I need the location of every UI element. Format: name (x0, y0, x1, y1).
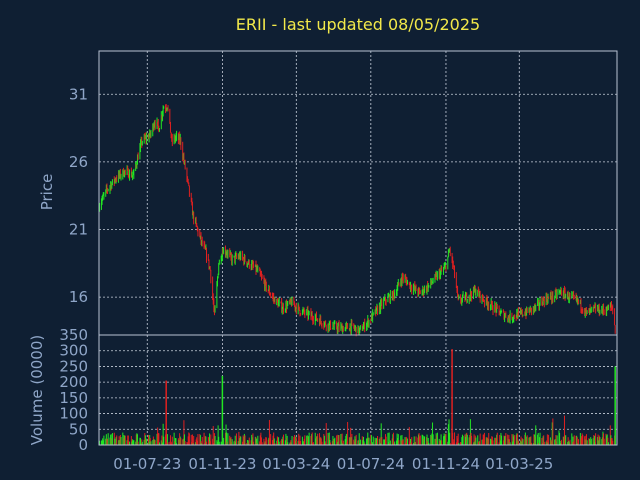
price-axis-label: Price (38, 174, 56, 211)
volume-bars (98, 349, 616, 445)
volume-tick-label: 350 (59, 326, 88, 344)
price-tick-label: 21 (69, 221, 88, 239)
price-panel-frame (98, 50, 618, 336)
volume-axis-label: Volume (0000) (28, 335, 46, 445)
volume-tick-label: 150 (59, 389, 88, 407)
volume-panel-frame (98, 334, 618, 446)
chart-title: ERII - last updated 08/05/2025 (236, 15, 480, 34)
price-tick-label: 26 (69, 153, 88, 171)
price-tick-label: 31 (69, 85, 88, 103)
volume-tick-label: 200 (59, 373, 88, 391)
volume-tick-label: 100 (59, 405, 88, 423)
date-tick-label: 01-07-23 (113, 455, 181, 473)
volume-tick-label: 250 (59, 357, 88, 375)
date-tick-labels: 01-07-23 01-11-23 01-03-24 01-07-24 01-11-24… (113, 455, 553, 473)
price-candles (98, 104, 616, 337)
date-tick-label: 01-11-23 (188, 455, 256, 473)
date-tick-label: 01-07-24 (337, 455, 405, 473)
price-grid (99, 51, 617, 335)
date-tick-label: 01-03-24 (262, 455, 330, 473)
volume-tick-label: 50 (69, 420, 88, 438)
price-tick-label: 16 (69, 288, 88, 306)
date-tick-label: 01-03-25 (485, 455, 553, 473)
volume-tick-label: 300 (59, 342, 88, 360)
volume-grid (99, 335, 617, 445)
price-tick-labels: 16 21 26 31 (69, 85, 88, 306)
volume-tick-label: 0 (78, 436, 88, 454)
date-tick-label: 01-11-24 (412, 455, 480, 473)
